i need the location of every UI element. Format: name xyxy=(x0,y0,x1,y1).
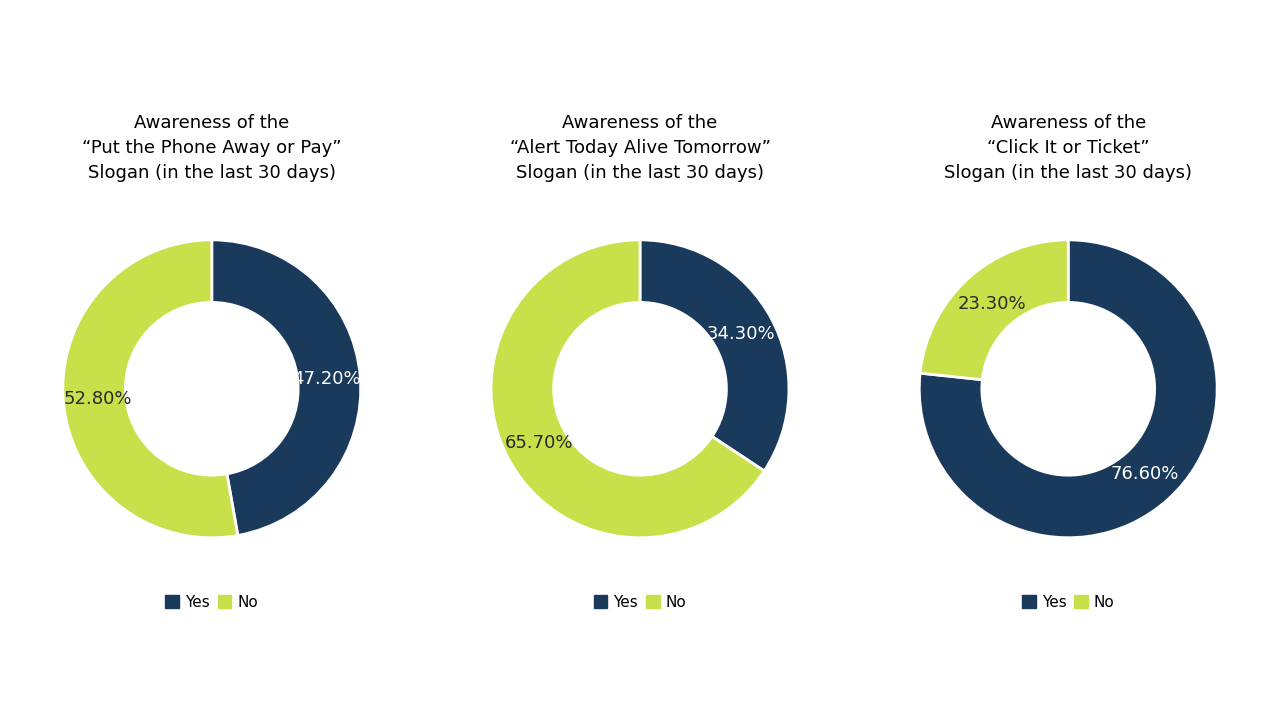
Wedge shape xyxy=(640,240,788,471)
Title: Awareness of the
“Click It or Ticket”
Slogan (in the last 30 days): Awareness of the “Click It or Ticket” Sl… xyxy=(945,114,1192,181)
Text: 52.80%: 52.80% xyxy=(63,390,132,408)
Wedge shape xyxy=(211,240,361,536)
Wedge shape xyxy=(920,240,1069,379)
Text: 23.30%: 23.30% xyxy=(957,294,1025,312)
Legend: Yes, No: Yes, No xyxy=(588,588,692,616)
Text: 65.70%: 65.70% xyxy=(504,434,573,452)
Legend: Yes, No: Yes, No xyxy=(1015,588,1121,616)
Wedge shape xyxy=(919,240,1217,538)
Text: 76.60%: 76.60% xyxy=(1111,465,1179,483)
Wedge shape xyxy=(63,240,238,538)
Text: 47.20%: 47.20% xyxy=(292,370,361,388)
Title: Awareness of the
“Put the Phone Away or Pay”
Slogan (in the last 30 days): Awareness of the “Put the Phone Away or … xyxy=(82,114,342,181)
Legend: Yes, No: Yes, No xyxy=(159,588,265,616)
Text: 34.30%: 34.30% xyxy=(707,325,776,343)
Title: Awareness of the
“Alert Today Alive Tomorrow”
Slogan (in the last 30 days): Awareness of the “Alert Today Alive Tomo… xyxy=(509,114,771,181)
Wedge shape xyxy=(492,240,764,538)
